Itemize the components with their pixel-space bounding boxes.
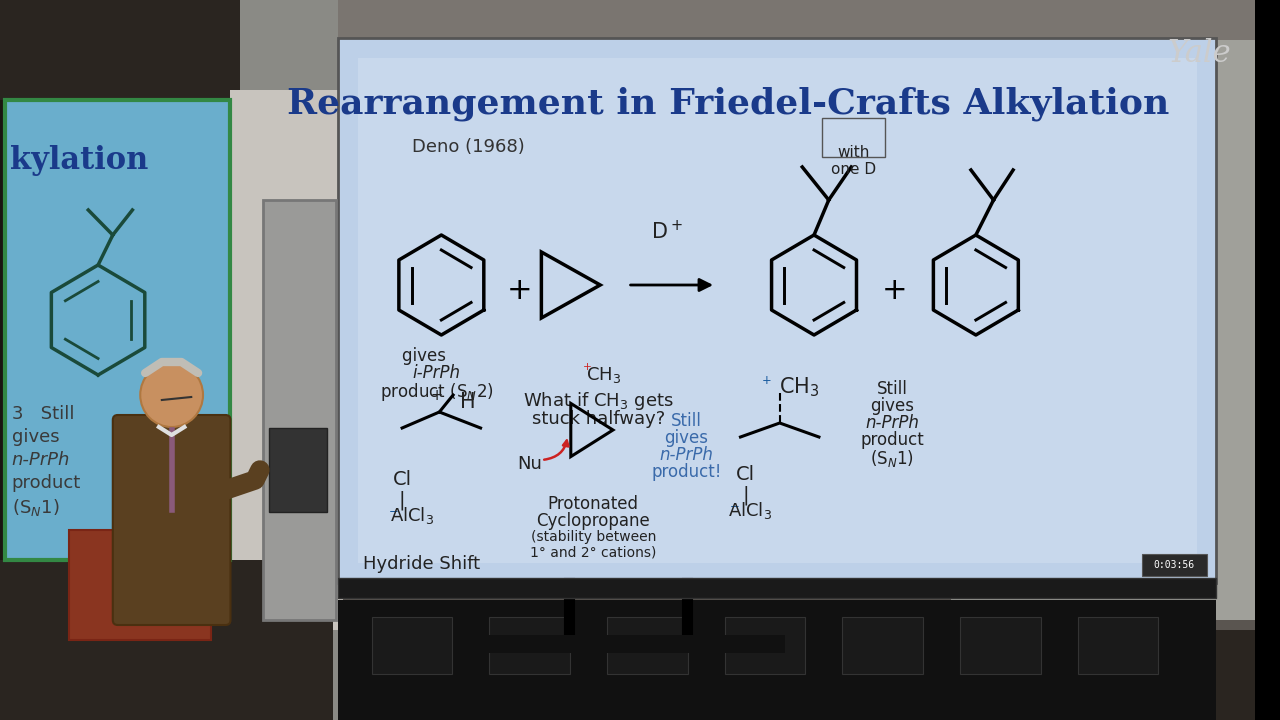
Text: $^-$: $^-$ (385, 507, 399, 525)
Text: Cl: Cl (393, 470, 412, 489)
Text: product!: product! (652, 463, 722, 481)
Text: $^+$  H: $^+$ H (428, 390, 475, 413)
Text: |: | (399, 490, 406, 510)
FancyBboxPatch shape (0, 0, 241, 100)
FancyBboxPatch shape (338, 578, 1216, 598)
Circle shape (141, 363, 204, 427)
FancyBboxPatch shape (842, 617, 923, 674)
Text: Cl: Cl (736, 465, 755, 484)
Text: What if CH$_3$ gets: What if CH$_3$ gets (524, 390, 673, 412)
Text: n-PrPh: n-PrPh (865, 414, 919, 432)
FancyBboxPatch shape (0, 630, 1256, 720)
Text: $^+$: $^+$ (759, 375, 772, 393)
Text: 1° and 2° cations): 1° and 2° cations) (530, 546, 657, 560)
Text: (stability between: (stability between (531, 530, 657, 544)
Text: gives: gives (870, 397, 914, 415)
Text: Yale: Yale (1167, 38, 1231, 69)
FancyBboxPatch shape (338, 38, 1216, 583)
FancyBboxPatch shape (69, 530, 211, 640)
FancyBboxPatch shape (338, 600, 1216, 720)
FancyBboxPatch shape (0, 0, 1256, 130)
FancyBboxPatch shape (951, 40, 1256, 620)
Text: 3   Still: 3 Still (12, 405, 74, 423)
Text: stuck halfway?: stuck halfway? (531, 410, 664, 428)
FancyBboxPatch shape (724, 617, 805, 674)
Text: i-PrPh: i-PrPh (412, 364, 461, 382)
FancyBboxPatch shape (0, 100, 29, 560)
FancyBboxPatch shape (262, 200, 337, 620)
FancyBboxPatch shape (480, 635, 785, 653)
Text: Protonated: Protonated (548, 495, 639, 513)
Text: (S$_N$1): (S$_N$1) (870, 448, 914, 469)
Text: Nu: Nu (517, 455, 541, 473)
FancyBboxPatch shape (230, 90, 343, 630)
FancyBboxPatch shape (358, 58, 1197, 563)
Text: product: product (860, 431, 924, 449)
Text: n-PrPh: n-PrPh (659, 446, 713, 464)
Text: $^+$: $^+$ (581, 362, 593, 377)
Text: gives: gives (664, 429, 709, 447)
FancyBboxPatch shape (607, 617, 687, 674)
FancyBboxPatch shape (489, 617, 570, 674)
Text: Hydride Shift: Hydride Shift (364, 555, 480, 573)
Text: Rearrangement in Friedel-Crafts Alkylation: Rearrangement in Friedel-Crafts Alkylati… (287, 86, 1170, 120)
Text: CH$_3$: CH$_3$ (780, 375, 819, 399)
FancyBboxPatch shape (5, 100, 230, 560)
Text: AlCl$_3$: AlCl$_3$ (728, 500, 772, 521)
FancyBboxPatch shape (0, 130, 1256, 720)
Text: +: + (882, 276, 908, 305)
Text: one D: one D (831, 162, 876, 177)
Text: $^-$: $^-$ (727, 502, 740, 520)
FancyBboxPatch shape (113, 415, 230, 625)
Text: product: product (12, 474, 81, 492)
Text: (S$_N$1): (S$_N$1) (12, 497, 59, 518)
Text: |: | (742, 485, 749, 505)
Text: Still: Still (877, 380, 908, 398)
Text: AlCl$_3$: AlCl$_3$ (390, 505, 434, 526)
FancyBboxPatch shape (960, 617, 1041, 674)
FancyBboxPatch shape (1142, 554, 1207, 576)
Text: Deno (1968): Deno (1968) (412, 138, 525, 156)
FancyBboxPatch shape (269, 428, 326, 512)
Text: D$^+$: D$^+$ (652, 220, 682, 243)
Text: Still: Still (671, 412, 701, 430)
Text: Cyclopropane: Cyclopropane (536, 512, 650, 530)
FancyBboxPatch shape (241, 0, 338, 720)
Text: CH$_3$: CH$_3$ (585, 365, 621, 385)
Text: with: with (837, 145, 869, 160)
Text: kylation: kylation (10, 145, 148, 176)
Text: gives: gives (12, 428, 59, 446)
Text: +: + (507, 276, 532, 305)
Text: 0:03:56: 0:03:56 (1153, 560, 1194, 570)
FancyBboxPatch shape (1078, 617, 1158, 674)
Text: gives: gives (402, 347, 452, 365)
FancyBboxPatch shape (0, 560, 334, 720)
FancyBboxPatch shape (371, 617, 452, 674)
Text: product (S$_N$2): product (S$_N$2) (380, 381, 493, 403)
Text: n-PrPh: n-PrPh (12, 451, 70, 469)
